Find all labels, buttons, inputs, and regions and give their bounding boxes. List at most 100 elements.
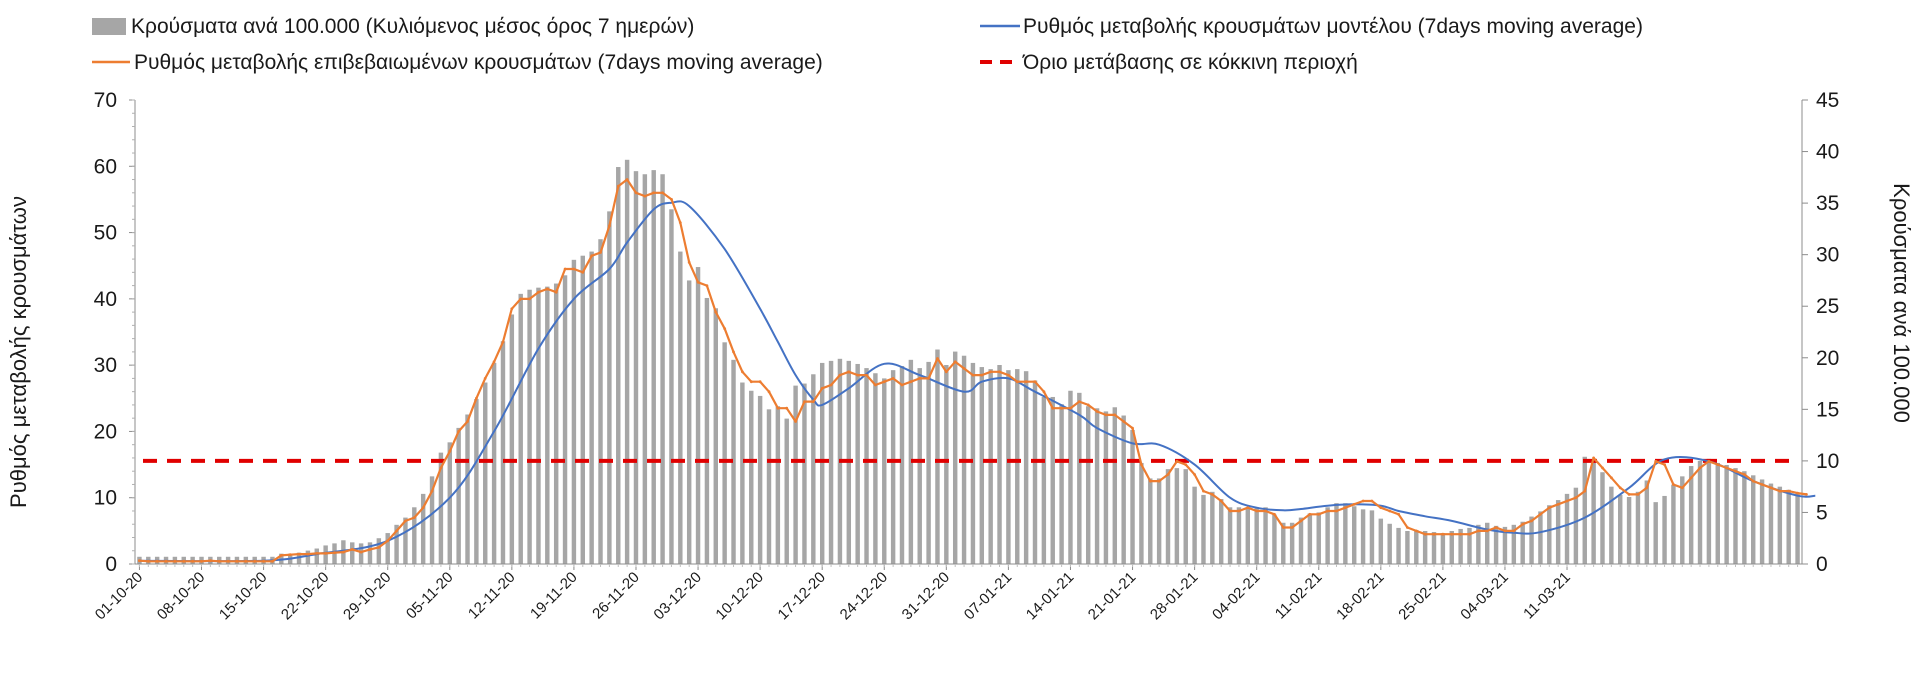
confirmed-rate-point: [1512, 529, 1516, 533]
confirmed-rate-point: [1246, 506, 1250, 510]
bar: [802, 383, 807, 564]
bar: [456, 427, 461, 564]
x-tick-label: 14-01-21: [1023, 569, 1077, 623]
bar: [917, 368, 922, 564]
x-tick-label: 17-12-20: [775, 569, 829, 623]
confirmed-rate-point: [448, 449, 452, 453]
bar: [1529, 516, 1534, 564]
bar: [305, 550, 311, 564]
bar: [580, 255, 585, 564]
y-right-tick-label: 15: [1816, 398, 1839, 421]
confirmed-rate-point: [333, 551, 336, 555]
bar: [1396, 527, 1401, 564]
bar: [1148, 478, 1153, 564]
bar: [1041, 396, 1047, 564]
legend-bars-label: Κρούσματα ανά 100.000 (Κυλιόμενος μέσος …: [131, 15, 694, 38]
bar: [1547, 505, 1552, 564]
bar: [562, 275, 568, 564]
confirmed-rate-point: [226, 559, 230, 563]
bar: [1272, 514, 1277, 564]
model-rate-line: [139, 200, 1816, 563]
bar: [1103, 411, 1109, 564]
confirmed-rate-point: [475, 396, 478, 400]
bar: [1751, 475, 1756, 564]
confirmed-rate-point: [1787, 489, 1791, 493]
confirmed-rate-point: [1494, 526, 1498, 529]
confirmed-rate-point: [1273, 512, 1276, 516]
confirmed-rate-point: [856, 373, 860, 377]
confirmed-rate-point: [466, 420, 469, 423]
y-right-tick-label: 10: [1816, 450, 1839, 473]
x-tick-label: 05-11-20: [403, 569, 457, 623]
bar: [935, 349, 940, 564]
bar: [1724, 465, 1729, 564]
confirmed-rate-point: [1086, 403, 1090, 407]
bar: [1618, 494, 1623, 564]
bar: [811, 374, 816, 564]
confirmed-rate-point: [191, 559, 195, 563]
confirmed-rate-point: [1361, 499, 1365, 503]
confirmed-rate-point: [732, 350, 735, 354]
confirmed-rate-point: [1131, 426, 1134, 430]
confirmed-rate-point: [404, 519, 407, 523]
confirmed-rate-point: [749, 380, 753, 384]
bar: [367, 542, 373, 564]
confirmed-rate-point: [634, 191, 638, 195]
confirmed-rate-point: [1308, 512, 1312, 516]
bar: [1165, 469, 1171, 564]
confirmed-rate-point: [572, 267, 576, 271]
confirmed-rate-point: [386, 539, 390, 543]
confirmed-rate-point: [262, 559, 265, 563]
confirmed-rate-point: [758, 380, 762, 384]
bar: [793, 385, 798, 564]
confirmed-rate-point: [155, 559, 159, 563]
confirmed-rate-point: [705, 284, 709, 287]
confirmed-rate-point: [794, 420, 797, 423]
confirmed-rate-point: [1769, 486, 1773, 490]
bar: [1564, 493, 1570, 564]
confirmed-rate-point: [687, 261, 691, 264]
y-left-tick-label: 30: [94, 354, 117, 377]
bar: [500, 341, 506, 564]
confirmed-rate-point: [1007, 373, 1010, 377]
confirmed-rate-point: [279, 554, 283, 557]
bar: [1360, 509, 1366, 564]
confirmed-rate-point: [714, 310, 718, 314]
confirmed-rate-point: [741, 370, 744, 374]
confirmed-rate-point: [1698, 466, 1702, 470]
bar: [1130, 429, 1135, 564]
confirmed-rate-point: [182, 559, 186, 563]
y-right-axis-title: Κρούσματα ανά 100.000: [1889, 183, 1914, 423]
confirmed-rate-point: [1716, 463, 1720, 466]
confirmed-rate-point: [661, 191, 664, 195]
confirmed-rate-point: [545, 287, 549, 291]
confirmed-rate-point: [324, 552, 327, 555]
bar: [350, 542, 355, 564]
confirmed-rate-point: [1406, 526, 1409, 529]
confirmed-rate-point: [1015, 380, 1019, 384]
bar: [1511, 524, 1517, 564]
confirmed-rate-point: [209, 559, 212, 563]
confirmed-rate-point: [146, 559, 150, 563]
bar: [926, 361, 931, 564]
confirmed-rate-point: [1778, 489, 1782, 493]
confirmed-rate-point: [1299, 519, 1303, 523]
confirmed-rate-point: [200, 559, 203, 563]
x-tick-label: 04-03-21: [1457, 569, 1511, 623]
bar: [1485, 522, 1490, 564]
lines-layer: [138, 178, 1816, 563]
bar: [1192, 486, 1197, 564]
bar: [952, 351, 958, 564]
x-tick-label: 19-11-20: [527, 569, 581, 623]
y-right-tick-label: 35: [1816, 192, 1839, 215]
confirmed-rate-point: [1077, 400, 1081, 403]
y-right-tick-label: 40: [1816, 141, 1839, 164]
bar: [864, 368, 869, 564]
confirmed-rate-point: [1140, 463, 1143, 466]
confirmed-rate-point: [953, 360, 957, 364]
bar: [1352, 506, 1357, 564]
confirmed-rate-point: [599, 251, 602, 254]
x-tick-label: 10-12-20: [712, 569, 766, 623]
x-tick-label: 11-02-21: [1272, 569, 1326, 623]
